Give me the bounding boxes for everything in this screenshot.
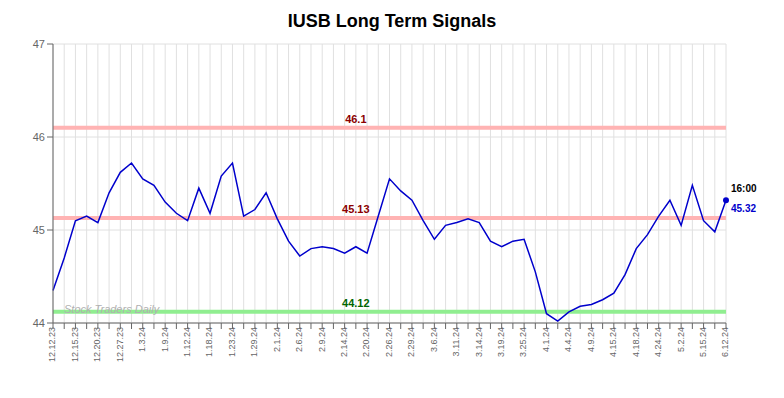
svg-text:1.3.24: 1.3.24 — [137, 327, 147, 352]
svg-text:3.14.24: 3.14.24 — [474, 327, 484, 357]
svg-text:1.12.24: 1.12.24 — [182, 327, 192, 357]
html-text:IUSB Long Term Signals: IUSB Long Term Signals — [287, 11, 497, 31]
svg-text:45.32: 45.32 — [731, 203, 756, 214]
svg-text:46.1: 46.1 — [345, 113, 366, 125]
svg-text:4.1.24: 4.1.24 — [541, 327, 551, 352]
svg-text:46: 46 — [33, 131, 45, 143]
svg-text:2.26.24: 2.26.24 — [384, 327, 394, 357]
svg-text:1.18.24: 1.18.24 — [204, 327, 214, 357]
svg-text:1.29.24: 1.29.24 — [249, 327, 259, 357]
svg-text:44.12: 44.12 — [342, 297, 370, 309]
svg-text:4.18.24: 4.18.24 — [631, 327, 641, 357]
svg-text:2.14.24: 2.14.24 — [339, 327, 349, 357]
svg-text:45.13: 45.13 — [342, 203, 370, 215]
svg-text:4.9.24: 4.9.24 — [586, 327, 596, 352]
svg-text:4.4.24: 4.4.24 — [563, 327, 573, 352]
svg-text:45: 45 — [33, 224, 45, 236]
svg-text:12.12.23: 12.12.23 — [47, 327, 57, 362]
svg-text:4.15.24: 4.15.24 — [608, 327, 618, 357]
svg-text:6.12.24: 6.12.24 — [720, 327, 730, 357]
svg-text:3.25.24: 3.25.24 — [518, 327, 528, 357]
svg-text:1.23.24: 1.23.24 — [227, 327, 237, 357]
svg-text:5.2.24: 5.2.24 — [676, 327, 686, 352]
svg-text:3.6.24: 3.6.24 — [429, 327, 439, 352]
svg-text:12.27.23: 12.27.23 — [115, 327, 125, 362]
svg-text:1.9.24: 1.9.24 — [160, 327, 170, 352]
svg-text:5.15.24: 5.15.24 — [698, 327, 708, 357]
svg-text:12.20.23: 12.20.23 — [92, 327, 102, 362]
svg-text:2.9.24: 2.9.24 — [317, 327, 327, 352]
svg-text:2.20.24: 2.20.24 — [361, 327, 371, 357]
svg-text:12.15.23: 12.15.23 — [70, 327, 80, 362]
html-text:Stock Traders Daily: Stock Traders Daily — [64, 303, 160, 315]
svg-text:44: 44 — [33, 317, 45, 329]
svg-text:2.6.24: 2.6.24 — [294, 327, 304, 352]
svg-text:2.1.24: 2.1.24 — [272, 327, 282, 352]
svg-text:4.24.24: 4.24.24 — [653, 327, 663, 357]
svg-text:16:00: 16:00 — [731, 183, 757, 194]
svg-text:3.19.24: 3.19.24 — [496, 327, 506, 357]
svg-text:47: 47 — [33, 38, 45, 50]
svg-text:2.29.24: 2.29.24 — [406, 327, 416, 357]
svg-text:3.11.24: 3.11.24 — [451, 327, 461, 356]
